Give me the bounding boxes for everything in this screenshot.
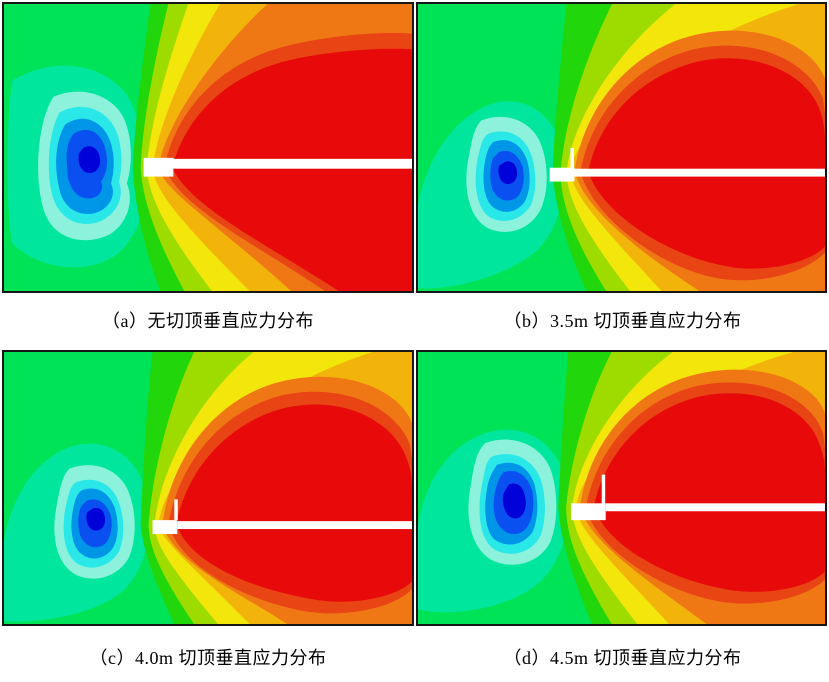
roof-cut-slit <box>174 499 178 521</box>
high-stress-red-zone <box>588 58 825 269</box>
contour-plot-b <box>418 4 825 291</box>
caption-panel-b: （b）3.5m 切顶垂直应力分布 <box>503 311 742 331</box>
roadway-opening <box>152 520 178 534</box>
relief-core-dark-blue <box>502 483 526 519</box>
high-stress-red-zone <box>176 404 412 602</box>
caption-panel-c: （c）4.0m 切顶垂直应力分布 <box>89 648 327 668</box>
contour-plot-c <box>4 352 412 624</box>
caption-panel-a: （a）无切顶垂直应力分布 <box>102 311 314 331</box>
contour-plot-d <box>418 352 825 624</box>
goaf-line <box>177 521 412 530</box>
roof-cut-slit <box>570 147 574 169</box>
contour-panel-b <box>416 2 827 293</box>
goaf-line <box>605 503 825 512</box>
relief-core-dark-blue <box>498 161 518 185</box>
roadway-opening <box>143 157 174 177</box>
goaf-line <box>574 168 825 177</box>
contour-panel-a <box>2 2 414 293</box>
goaf-line <box>172 158 412 169</box>
relief-core-dark-blue <box>86 507 106 531</box>
roadway-opening <box>549 167 575 182</box>
contour-panel-c <box>2 350 414 626</box>
contour-plot-a <box>4 4 412 291</box>
caption-panel-d: （d）4.5m 切顶垂直应力分布 <box>503 648 742 668</box>
contour-panel-d <box>416 350 827 626</box>
high-stress-red-zone <box>593 393 825 592</box>
roadway-opening <box>571 503 606 521</box>
high-stress-red-zone <box>172 48 412 291</box>
relief-core-dark-blue <box>78 146 101 173</box>
roof-cut-slit <box>601 474 606 505</box>
